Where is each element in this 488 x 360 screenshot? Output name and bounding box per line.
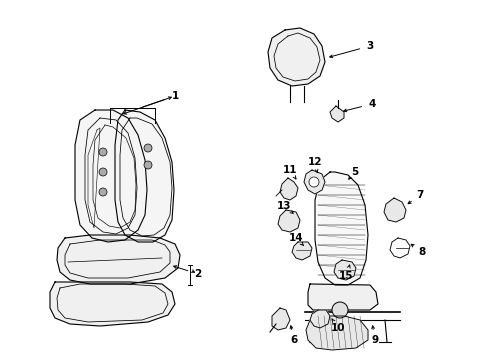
Circle shape <box>99 148 107 156</box>
Text: 14: 14 <box>288 233 303 243</box>
Circle shape <box>143 161 152 169</box>
Polygon shape <box>309 310 329 328</box>
Text: 13: 13 <box>276 201 291 211</box>
Polygon shape <box>333 260 355 280</box>
Text: 5: 5 <box>351 167 358 177</box>
Text: 11: 11 <box>282 165 297 175</box>
Polygon shape <box>267 28 325 86</box>
Polygon shape <box>278 210 299 232</box>
Polygon shape <box>75 110 147 242</box>
Text: 12: 12 <box>307 157 322 167</box>
Text: 2: 2 <box>194 269 201 279</box>
Polygon shape <box>57 235 180 284</box>
Polygon shape <box>314 172 367 285</box>
Polygon shape <box>50 282 175 326</box>
Polygon shape <box>305 316 367 350</box>
Text: 6: 6 <box>290 335 297 345</box>
Text: 7: 7 <box>415 190 423 200</box>
Circle shape <box>331 302 347 318</box>
Polygon shape <box>115 110 174 242</box>
Polygon shape <box>271 308 289 330</box>
Text: 3: 3 <box>366 41 373 51</box>
Circle shape <box>99 168 107 176</box>
Polygon shape <box>280 178 297 200</box>
Text: 4: 4 <box>367 99 375 109</box>
Circle shape <box>143 144 152 152</box>
Text: 1: 1 <box>171 91 178 101</box>
Polygon shape <box>291 242 311 260</box>
Text: 9: 9 <box>371 335 378 345</box>
Text: 10: 10 <box>330 323 345 333</box>
Text: 15: 15 <box>338 271 352 281</box>
Polygon shape <box>304 170 325 194</box>
Polygon shape <box>307 284 377 310</box>
Polygon shape <box>389 238 409 258</box>
Circle shape <box>308 177 318 187</box>
Polygon shape <box>383 198 405 222</box>
Polygon shape <box>329 106 343 122</box>
Text: 8: 8 <box>418 247 425 257</box>
Circle shape <box>99 188 107 196</box>
